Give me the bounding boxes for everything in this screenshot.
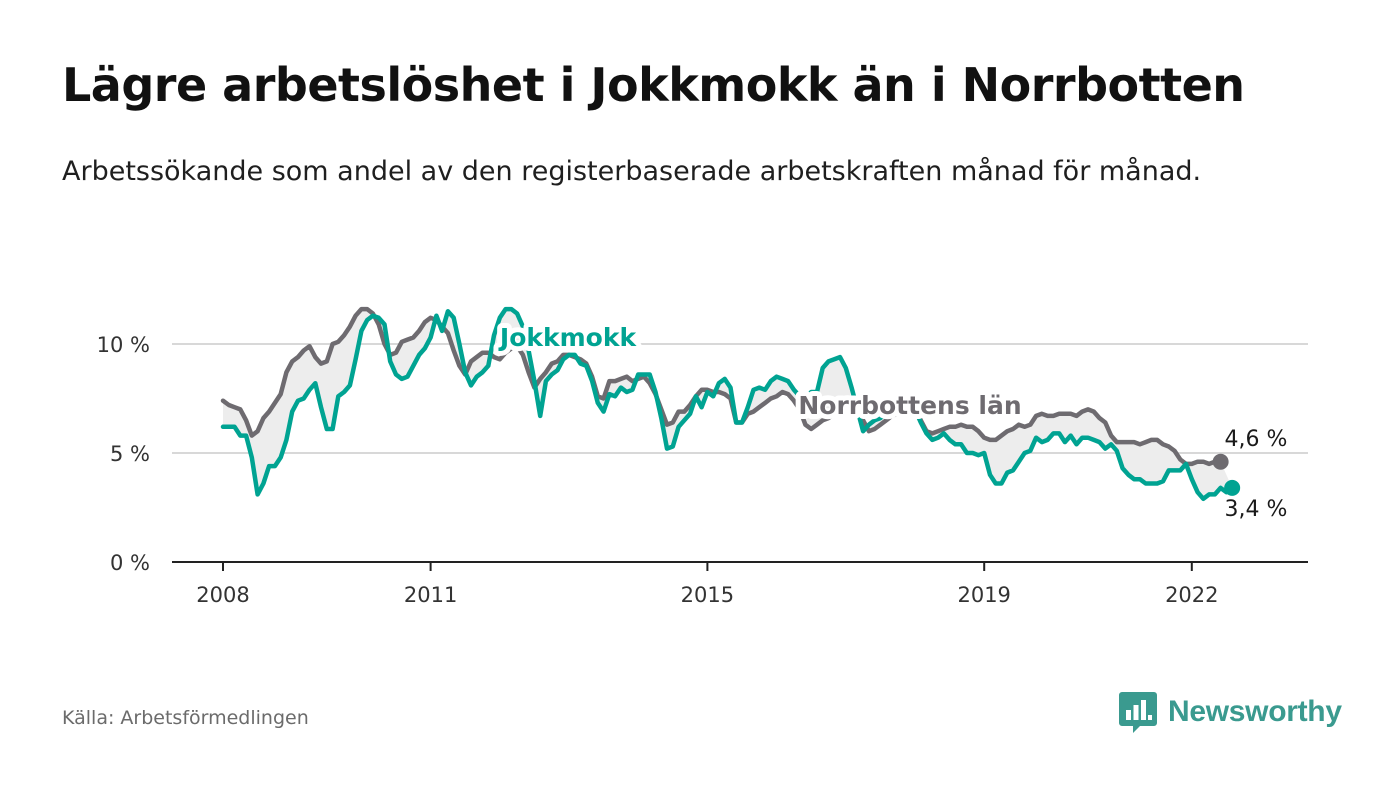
y-tick-label-1: 5 %	[110, 442, 150, 466]
end-label-jokkmokk: 3,4 %	[1225, 497, 1288, 522]
x-tick-label-0: 2008	[196, 583, 249, 607]
x-tick-label-3: 2019	[957, 583, 1010, 607]
brand-logo: Newsworthy	[1118, 690, 1342, 734]
series-line-jokkmokk	[220, 306, 1235, 502]
end-dot-norrbotten	[1212, 453, 1229, 470]
brand-name: Newsworthy	[1168, 695, 1342, 728]
source-note: Källa: Arbetsförmedlingen	[62, 707, 309, 729]
newsworthy-logo-icon	[1119, 692, 1157, 733]
end-dot-jokkmokk	[1224, 479, 1241, 496]
series-label-jokkmokk: Jokkmokk	[498, 323, 638, 352]
y-tick-label-0: 0 %	[110, 551, 150, 575]
x-tick-label-2: 2015	[681, 583, 734, 607]
x-tick-label-1: 2011	[404, 583, 457, 607]
x-tick-label-4: 2022	[1165, 583, 1218, 607]
series-label-norrbotten: Norrbottens län	[798, 391, 1021, 420]
end-label-norrbotten: 4,6 %	[1225, 427, 1288, 452]
chart-subtitle: Arbetssökande som andel av den registerb…	[62, 156, 1202, 187]
chart-title: Lägre arbetslöshet i Jokkmokk än i Norrb…	[62, 58, 1245, 112]
gap-fill-area	[223, 309, 1233, 499]
y-tick-label-2: 10 %	[97, 333, 150, 357]
x-axis: 2008 2011 2015 2019 2022	[172, 561, 1308, 607]
